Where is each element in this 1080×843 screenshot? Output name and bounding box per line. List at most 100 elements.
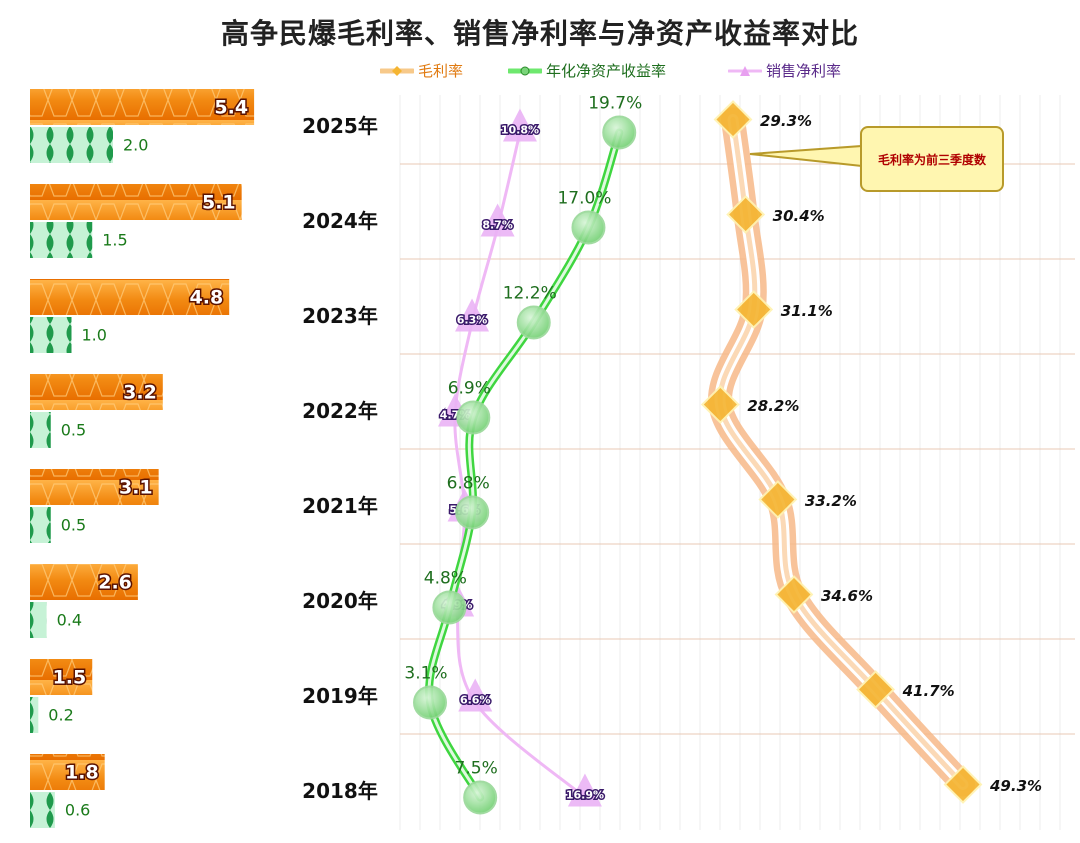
category-label: 2024年 xyxy=(302,209,378,233)
net-margin-label: 6.6% xyxy=(460,694,491,707)
roe-label: 6.8% xyxy=(447,474,490,494)
gross-margin-label: 29.3% xyxy=(760,112,812,130)
category-label: 2018年 xyxy=(302,779,378,803)
gross-margin-label: 34.6% xyxy=(821,587,873,605)
legend: 毛利率 年化净资产收益率 销售净利率 xyxy=(378,60,938,82)
bar-primary-label: 5.4 xyxy=(214,97,248,119)
chart-title: 高争民爆毛利率、销售净利率与净资产收益率对比 xyxy=(220,17,859,50)
net-margin-label: 10.8% xyxy=(501,124,539,137)
roe-label: 17.0% xyxy=(557,189,611,209)
callout-annotation: 毛利率为前三季度数 xyxy=(860,126,1004,192)
legend-net-margin-swatch xyxy=(728,65,762,76)
bar-primary-label: 1.8 xyxy=(65,762,99,784)
bar-secondary xyxy=(30,412,51,448)
legend-net-margin-label: 销售净利率 xyxy=(766,62,842,80)
legend-roe-swatch xyxy=(508,66,542,75)
bar-secondary-label: 1.0 xyxy=(82,326,107,345)
gross-margin-marker xyxy=(758,480,798,519)
category-label: 2021年 xyxy=(302,494,378,518)
grid xyxy=(399,95,1075,830)
net-margin-marker xyxy=(567,773,602,807)
roe-label: 3.1% xyxy=(404,664,447,684)
bar-primary xyxy=(30,279,230,315)
net-margin-series: 10.8%8.7%6.3%4.7%5.6%4.9%6.6%16.9% xyxy=(438,108,606,807)
category-label: 2019年 xyxy=(302,684,378,708)
bar-primary xyxy=(30,754,105,790)
bar-primary xyxy=(30,89,255,125)
roe-marker xyxy=(432,590,467,625)
net-margin-label: 16.9% xyxy=(566,789,604,802)
legend-item-gross-margin: 毛利率 xyxy=(380,60,463,81)
legend-item-roe: 年化净资产收益率 xyxy=(508,60,666,81)
category-labels: 2025年 2024年 2023年 2022年 2021年 2020年 2019年 2018年 xyxy=(302,114,378,803)
category-label: 2020年 xyxy=(302,589,378,613)
roe-marker xyxy=(516,305,551,340)
gross-margin-marker xyxy=(700,385,740,424)
bar-secondary-label: 0.5 xyxy=(61,421,86,440)
roe-marker xyxy=(602,115,637,150)
gross-margin-label: 28.2% xyxy=(747,397,799,415)
gross-margin-series: 29.3% 30.4% 31.1% 28.2% 33.2% 34.6% 41.7% 49.3% xyxy=(700,100,1042,804)
gross-margin-marker xyxy=(726,195,766,234)
net-margin-label: 8.7% xyxy=(482,219,513,232)
gross-margin-marker xyxy=(856,670,896,709)
bar-secondary xyxy=(30,697,39,733)
bar-primary xyxy=(30,564,138,600)
gross-margin-marker xyxy=(774,575,814,614)
bar-primary-label: 1.5 xyxy=(53,667,87,689)
bar-secondary xyxy=(30,127,113,163)
bar-primary-label: 3.2 xyxy=(123,382,157,404)
roe-label: 19.7% xyxy=(588,94,642,114)
gross-margin-label: 41.7% xyxy=(902,682,955,700)
roe-series: 19.7% 17.0% 12.2% 6.9% 6.8% 4.8% 3.1% 7.5% xyxy=(404,94,642,815)
roe-marker xyxy=(413,685,447,720)
gross-margin-label: 31.1% xyxy=(781,302,833,320)
bar-secondary-label: 2.0 xyxy=(123,136,148,155)
roe-label: 6.9% xyxy=(448,379,491,399)
gross-margin-marker xyxy=(943,765,983,804)
gross-margin-marker xyxy=(734,290,774,329)
bar-primary-label: 3.1 xyxy=(119,477,153,499)
legend-gross-margin-swatch xyxy=(380,65,414,76)
roe-label: 7.5% xyxy=(455,759,498,779)
gross-margin-label: 33.2% xyxy=(805,492,857,510)
bar-secondary-label: 1.5 xyxy=(102,231,127,250)
bar-secondary-label: 0.2 xyxy=(48,706,73,725)
legend-roe-label: 年化净资产收益率 xyxy=(546,62,667,80)
net-margin-marker xyxy=(458,678,493,712)
bar-secondary xyxy=(30,602,47,638)
bar-primary xyxy=(30,184,242,220)
bar-secondary-label: 0.6 xyxy=(65,801,90,820)
bar-primary xyxy=(30,659,93,695)
gross-margin-label: 30.4% xyxy=(773,207,825,225)
legend-gross-margin-label: 毛利率 xyxy=(418,62,464,80)
bar-primary-label: 2.6 xyxy=(98,572,132,594)
net-margin-marker xyxy=(455,298,490,332)
roe-label: 12.2% xyxy=(503,284,557,304)
callout-text: 毛利率为前三季度数 xyxy=(877,152,986,167)
bar-secondary xyxy=(30,507,51,543)
category-label: 2023年 xyxy=(302,304,378,328)
gross-margin-marker xyxy=(713,100,753,139)
net-margin-marker xyxy=(480,203,515,237)
bar-secondary xyxy=(30,317,72,353)
category-label: 2025年 xyxy=(302,114,378,138)
gross-margin-label: 49.3% xyxy=(989,777,1042,795)
callout-pointer xyxy=(749,144,863,168)
legend-item-net-margin: 销售净利率 xyxy=(728,60,841,81)
bar-secondary-label: 0.5 xyxy=(61,516,86,535)
bar-secondary-label: 0.4 xyxy=(57,611,82,630)
net-margin-marker xyxy=(502,108,537,142)
roe-marker xyxy=(456,400,491,435)
bar-primary xyxy=(30,469,159,505)
bar-primary xyxy=(30,374,163,410)
net-margin-label: 6.3% xyxy=(457,314,488,327)
bar-secondary xyxy=(30,792,55,828)
roe-marker xyxy=(455,495,490,530)
bar-primary-label: 5.1 xyxy=(202,192,236,214)
category-label: 2022年 xyxy=(302,399,378,423)
bars: 5.4 2.0 5.1 1.5 4.8 1.0 3.2 0.5 3.1 0.5 2.6 0.4 1.5 0… xyxy=(30,89,255,828)
roe-marker xyxy=(463,780,498,815)
roe-marker xyxy=(571,210,606,245)
roe-label: 4.8% xyxy=(424,569,467,589)
